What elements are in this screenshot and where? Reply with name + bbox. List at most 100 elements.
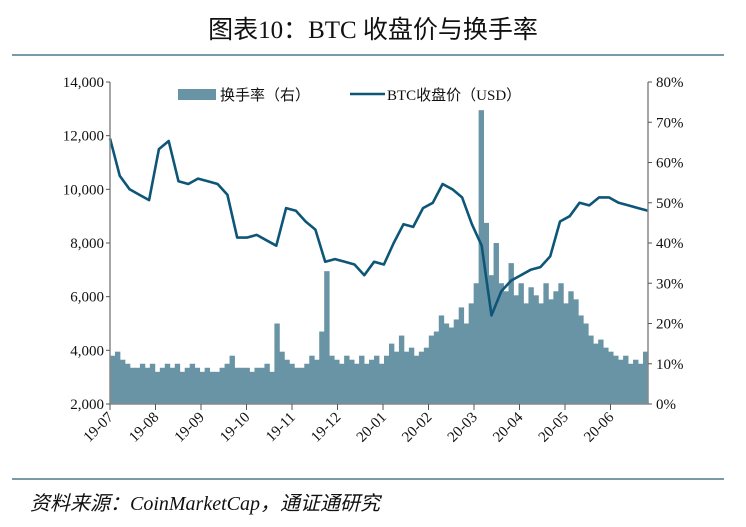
- turnover-bar: [324, 271, 330, 404]
- turnover-bar: [314, 359, 320, 404]
- turnover-bar: [309, 355, 315, 404]
- turnover-bar: [274, 323, 280, 404]
- left-tick-label: 14,000: [63, 75, 104, 91]
- turnover-bar: [159, 367, 166, 404]
- turnover-bar: [503, 291, 509, 404]
- turnover-bar: [194, 367, 201, 404]
- turnover-bar: [129, 367, 136, 404]
- turnover-bar: [443, 323, 450, 404]
- turnover-bar: [418, 351, 425, 404]
- turnover-bar: [513, 295, 519, 404]
- turnover-bar: [189, 363, 196, 404]
- x-tick-label: 20-02: [399, 410, 435, 446]
- turnover-bar: [383, 355, 390, 404]
- right-tick-label: 50%: [656, 196, 684, 212]
- turnover-bar: [423, 347, 430, 404]
- turnover-bar: [234, 367, 240, 404]
- turnover-bar: [473, 283, 480, 404]
- right-tick-label: 20%: [656, 317, 684, 333]
- turnover-bar: [214, 371, 220, 404]
- turnover-bar: [124, 363, 131, 404]
- turnover-bar: [428, 335, 435, 404]
- turnover-bar: [359, 355, 365, 404]
- turnover-bar: [379, 363, 385, 404]
- turnover-bar: [548, 299, 554, 404]
- turnover-bar: [289, 363, 295, 404]
- turnover-bar: [478, 110, 485, 405]
- left-tick-label: 12,000: [63, 129, 104, 145]
- turnover-bar: [239, 367, 245, 404]
- legend-label-turnover: 换手率（右）: [220, 87, 310, 104]
- turnover-bar: [468, 303, 475, 404]
- chart-title: 图表10：BTC 收盘价与换手率: [208, 17, 538, 44]
- turnover-bar: [553, 291, 559, 404]
- turnover-bar: [144, 367, 151, 404]
- turnover-bar: [628, 363, 634, 404]
- right-tick-label: 40%: [656, 236, 684, 252]
- turnover-bar: [374, 355, 380, 404]
- turnover-bar: [403, 351, 410, 404]
- turnover-bar: [249, 371, 255, 404]
- turnover-bar: [154, 371, 161, 404]
- x-tick-label: 20-04: [490, 409, 526, 445]
- turnover-bar: [139, 363, 146, 404]
- turnover-bar: [588, 335, 594, 404]
- turnover-bar: [224, 363, 230, 404]
- turnover-bar: [543, 283, 549, 404]
- turnover-bar: [493, 243, 499, 404]
- turnover-bar: [339, 363, 345, 404]
- right-tick-label: 60%: [656, 156, 684, 172]
- legend-label-price: BTC收盘价（USD）: [387, 86, 521, 104]
- turnover-bar: [349, 359, 355, 404]
- turnover-bar: [294, 367, 300, 404]
- turnover-bar: [568, 291, 574, 404]
- turnover-bar: [264, 363, 270, 404]
- legend-swatch-turnover: [178, 89, 216, 100]
- turnover-bar: [304, 363, 310, 404]
- x-tick-label: 19-07: [81, 409, 117, 445]
- x-tick-label: 19-09: [172, 410, 208, 446]
- right-tick-label: 80%: [656, 75, 684, 91]
- turnover-bar: [119, 359, 126, 404]
- turnover-bar: [219, 367, 225, 404]
- turnover-bar: [179, 371, 186, 404]
- turnover-bar: [583, 323, 589, 404]
- turnover-bar: [254, 367, 260, 404]
- turnover-bar: [299, 367, 305, 404]
- turnover-bar: [523, 303, 529, 404]
- turnover-bar: [114, 351, 121, 404]
- turnover-bar: [149, 363, 156, 404]
- source-note: 资料来源：CoinMarketCap，通证通研究: [30, 493, 380, 515]
- left-tick-label: 10,000: [63, 182, 104, 198]
- turnover-bar: [364, 363, 370, 404]
- turnover-bar: [578, 315, 584, 404]
- turnover-bar: [269, 371, 275, 404]
- right-tick-label: 0%: [656, 397, 676, 413]
- turnover-bar: [184, 367, 191, 404]
- turnover-bar: [354, 363, 360, 404]
- turnover-bar: [608, 351, 614, 404]
- turnover-bar: [229, 355, 235, 404]
- turnover-bar: [618, 359, 624, 404]
- turnover-bar: [279, 351, 285, 404]
- x-tick-label: 20-05: [536, 410, 572, 446]
- turnover-bar: [408, 347, 415, 404]
- turnover-bar: [458, 307, 465, 404]
- turnover-bar: [209, 371, 216, 404]
- turnover-bar: [284, 359, 290, 404]
- turnover-bar: [164, 363, 171, 404]
- turnover-bar: [538, 303, 544, 404]
- turnover-bar: [204, 367, 211, 404]
- turnover-bar: [169, 367, 176, 404]
- turnover-bar: [199, 371, 206, 404]
- turnover-bar: [244, 367, 250, 404]
- turnover-bar: [483, 222, 489, 404]
- top-divider: [12, 54, 724, 56]
- x-tick-label: 19-11: [263, 410, 299, 446]
- left-tick-label: 4,000: [70, 343, 104, 359]
- x-tick-label: 20-01: [354, 410, 390, 446]
- turnover-bar: [488, 275, 494, 404]
- turnover-bar: [174, 363, 181, 404]
- left-tick-label: 6,000: [70, 290, 104, 306]
